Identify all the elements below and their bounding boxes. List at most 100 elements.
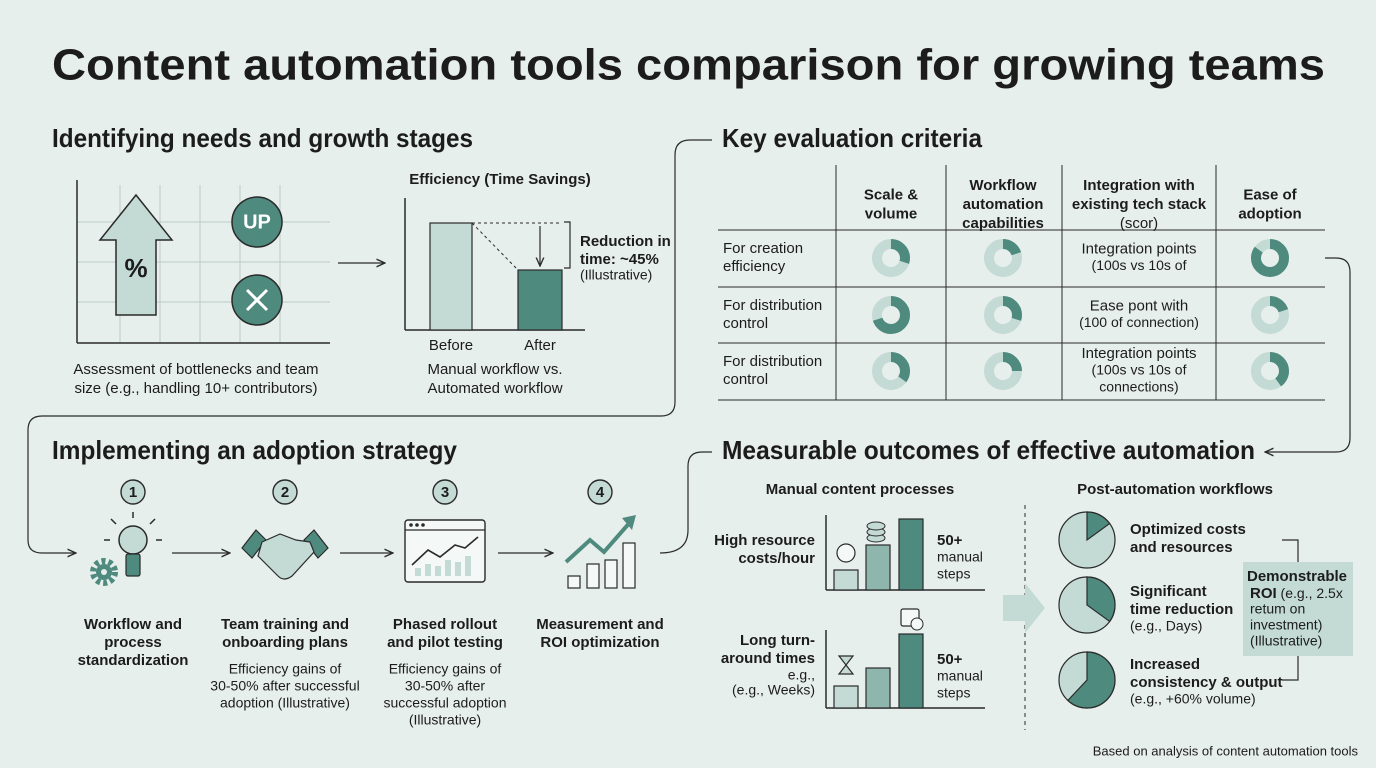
hourglass	[837, 655, 855, 675]
outcome-title: Increased	[1130, 656, 1200, 673]
growth-bar	[586, 563, 600, 589]
step-title: process	[104, 634, 162, 651]
roi-title: Demonstrable	[1247, 568, 1347, 585]
chart-title: Efficiency (Time Savings)	[409, 171, 590, 188]
row-label: costs/hour	[738, 550, 815, 567]
roi-line: (Illustrative)	[1250, 633, 1322, 649]
column-header: volume	[865, 205, 918, 222]
hands	[257, 533, 315, 580]
step-note: Efficiency gains of	[389, 661, 502, 677]
step-note: adoption (Illustrative)	[220, 695, 350, 711]
step-number: 3	[441, 484, 449, 501]
illustrative-bar	[833, 569, 859, 591]
column-header: Ease of	[1243, 186, 1297, 203]
sub-heading: Post-automation workflows	[1077, 481, 1273, 498]
step-title: Measurement and	[536, 616, 664, 633]
column-header: Workflow	[969, 177, 1037, 194]
donut-fill	[984, 352, 1022, 390]
step-note: Efficiency gains of	[229, 661, 342, 677]
money-bag	[836, 543, 856, 563]
note: (Illustrative)	[580, 267, 652, 283]
section-heading: Identifying needs and growth stages	[52, 123, 473, 153]
step-note: 30-50% after successful	[210, 678, 359, 694]
growth-bar	[622, 542, 636, 589]
outcome-title: and resources	[1130, 539, 1233, 556]
illustrative-bar	[865, 667, 891, 709]
donut-fill	[984, 296, 1022, 334]
step-note: 30-50% after	[405, 678, 485, 694]
step-note: (Illustrative)	[409, 712, 481, 728]
donut-fill	[984, 239, 1022, 277]
donut-fill	[1251, 239, 1289, 277]
row-label: control	[723, 315, 768, 332]
pie-slice	[1066, 651, 1116, 709]
steps-label: manual	[937, 668, 983, 684]
outcome-detail: (e.g., +60% volume)	[1130, 691, 1256, 707]
section-heading: Measurable outcomes of effective automat…	[722, 435, 1255, 465]
outcome-title: Optimized costs	[1130, 521, 1246, 538]
gear	[90, 558, 118, 586]
cell-text: Integration points	[1081, 345, 1196, 362]
ray	[149, 518, 156, 525]
donut-fill	[872, 296, 910, 334]
row-label: Long turn-	[740, 632, 815, 649]
cell-text: (100s vs 10s of	[1092, 362, 1187, 378]
footer-note: Based on analysis of content automation …	[1093, 743, 1359, 758]
steps-label: manual	[937, 549, 983, 565]
mini-bar	[425, 564, 431, 576]
coin	[866, 521, 886, 531]
illustrative-bar	[898, 518, 924, 591]
browser-dot	[421, 523, 425, 527]
outcome-title: consistency & output	[1130, 674, 1283, 691]
connector	[27, 139, 712, 553]
bulb	[118, 525, 148, 555]
trend	[411, 536, 479, 566]
bar-label: After	[524, 337, 556, 354]
pie-slice	[1086, 511, 1111, 542]
step-badge	[432, 479, 458, 505]
transition-arrow	[1003, 583, 1045, 633]
browser-dot	[409, 523, 413, 527]
before-bar	[429, 222, 473, 331]
row-label: e.g.,	[788, 667, 815, 683]
donut-fill	[872, 352, 910, 390]
donut-fill	[1251, 352, 1289, 390]
browser-dot	[415, 523, 419, 527]
outcome-title: time reduction	[1130, 601, 1233, 618]
mini-bar	[465, 556, 471, 576]
caption: Automated workflow	[427, 380, 562, 397]
caption: Assessment of bottlenecks and team	[73, 361, 318, 378]
caption: Manual workflow vs.	[427, 361, 562, 378]
connector	[1265, 257, 1351, 452]
pie-slice	[1086, 576, 1116, 623]
step-badge	[120, 479, 146, 505]
icon-text: %	[124, 253, 147, 283]
row-label: around times	[721, 650, 815, 667]
outcome-title: Significant	[1130, 583, 1207, 600]
gear-hole	[101, 569, 107, 575]
steps-count: 50+	[937, 651, 963, 668]
illustrative-bar	[898, 633, 924, 709]
section-heading: Key evaluation criteria	[722, 123, 982, 153]
step-title: Team training and	[221, 616, 349, 633]
mini-bar	[455, 562, 461, 576]
column-header: Integration with	[1083, 177, 1195, 194]
donut-fill	[1251, 296, 1289, 334]
guide	[471, 222, 519, 271]
step-number: 4	[596, 484, 605, 501]
roi-line: retum on	[1250, 601, 1305, 617]
step-number: 1	[129, 484, 137, 501]
column-header: (scor)	[1120, 215, 1158, 232]
connector	[659, 451, 712, 554]
icon-text: UP	[243, 211, 271, 233]
roi-rest: (e.g., 2.5x	[1277, 585, 1343, 601]
mini-bar	[435, 566, 441, 576]
steps-label: steps	[937, 685, 970, 701]
step-badge	[587, 479, 613, 505]
roi-strong: ROI	[1250, 585, 1277, 602]
row-label: For distribution	[723, 353, 822, 370]
step-badge	[272, 479, 298, 505]
roi-box	[1243, 562, 1353, 656]
